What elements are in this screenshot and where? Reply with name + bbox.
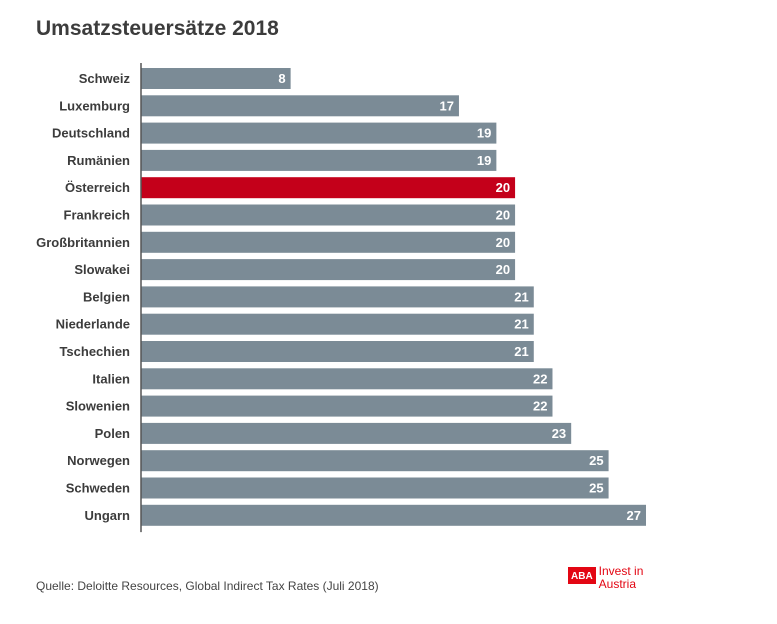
bar-italien <box>141 368 553 390</box>
bar-belgien <box>141 286 534 308</box>
category-label: Italien <box>92 371 130 386</box>
value-label: 22 <box>533 371 547 386</box>
category-label: Ungarn <box>85 508 131 523</box>
logo-mark: ABA <box>568 567 596 584</box>
value-label: 22 <box>533 399 547 414</box>
bar-tschechien <box>141 341 534 362</box>
value-label: 19 <box>477 153 491 168</box>
source-note: Quelle: Deloitte Resources, Global Indir… <box>36 579 379 593</box>
category-label: Deutschland <box>52 126 130 141</box>
value-label: 25 <box>589 481 603 496</box>
category-label: Polen <box>95 426 130 441</box>
logo-text: Invest in Austria <box>599 565 644 591</box>
bar-polen <box>141 422 572 444</box>
bar-norwegen <box>141 450 609 472</box>
bar-großbritannien <box>141 231 516 253</box>
bar-rumänien <box>141 149 497 171</box>
category-label: Slowenien <box>66 399 130 414</box>
bar-slowakei <box>141 259 516 281</box>
bar-schweden <box>141 477 609 499</box>
category-label: Niederlande <box>56 317 130 332</box>
bar-österreich <box>141 177 516 199</box>
category-label: Norwegen <box>67 453 130 468</box>
category-label: Schweiz <box>79 71 131 86</box>
value-label: 27 <box>627 508 641 523</box>
value-label: 17 <box>439 98 453 113</box>
logo-line-1: Invest in <box>598 564 644 578</box>
category-label: Schweden <box>66 481 130 496</box>
category-label: Großbritannien <box>36 235 130 250</box>
value-label: 23 <box>552 426 566 441</box>
logo-line-2: Austria <box>598 577 637 591</box>
value-label: 20 <box>496 180 510 195</box>
bar-ungarn <box>141 504 646 526</box>
category-label: Frankreich <box>64 208 131 223</box>
bar-chart: Schweiz 8 Luxemburg 17 Deutschland 19 Rumänien… <box>36 63 646 533</box>
category-label: Slowakei <box>74 262 130 277</box>
bar-slowenien <box>141 395 553 417</box>
value-label: 21 <box>514 317 528 332</box>
value-label: 19 <box>477 126 491 141</box>
aba-logo: ABA Invest in Austria <box>568 565 643 591</box>
bar-niederlande <box>141 313 534 335</box>
bar-frankreich <box>141 204 516 226</box>
value-label: 20 <box>496 262 510 277</box>
category-label: Österreich <box>65 180 130 195</box>
value-label: 21 <box>514 289 528 304</box>
category-label: Luxemburg <box>59 98 130 113</box>
value-label: 20 <box>496 208 510 223</box>
bar-luxemburg <box>141 95 459 117</box>
bar-deutschland <box>141 122 497 144</box>
chart-title: Umsatzsteuersätze 2018 <box>36 17 279 40</box>
value-label: 21 <box>514 344 528 359</box>
bar-schweiz <box>141 68 291 89</box>
value-label: 20 <box>496 235 510 250</box>
value-label: 8 <box>278 71 285 86</box>
value-label: 25 <box>589 453 603 468</box>
category-label: Tschechien <box>59 344 130 359</box>
category-label: Rumänien <box>67 153 130 168</box>
category-label: Belgien <box>83 289 130 304</box>
